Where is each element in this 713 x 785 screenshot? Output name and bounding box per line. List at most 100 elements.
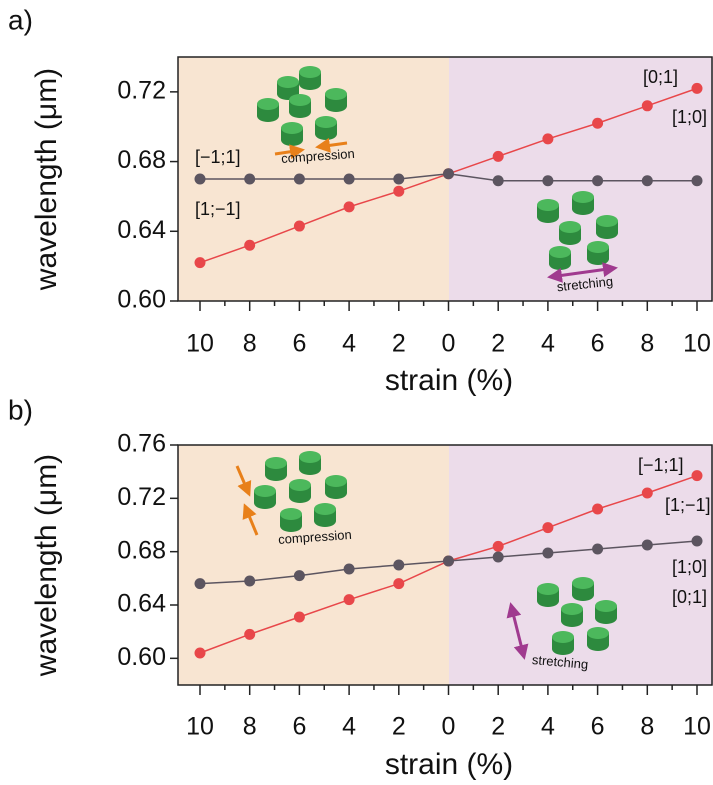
data-point (542, 547, 554, 559)
pillar-top (596, 215, 618, 227)
pillar-bottom (537, 211, 559, 223)
pillar-bottom (561, 615, 583, 627)
data-point (393, 173, 405, 185)
panel: a) wavelength (μm) strain (%) 0.60 0.64 0.68 0… (8, 4, 713, 397)
data-point (343, 201, 355, 213)
data-point (691, 535, 703, 547)
data-point (592, 543, 604, 555)
data-point (691, 470, 703, 482)
plot-frame (177, 444, 713, 686)
y-tick-label: 0.60 (117, 643, 166, 671)
data-point (244, 173, 256, 185)
pillar-bottom (587, 253, 609, 265)
strain-arrow (547, 262, 618, 283)
pillar-top (254, 485, 276, 497)
panel: b) wavelength (μm) strain (%) 0.60 0.64 0.68 0… (8, 394, 713, 781)
pillar-top (537, 199, 559, 211)
panel-label: b) (8, 394, 33, 425)
x-tick-label: 10 (186, 713, 214, 741)
data-point (641, 539, 653, 551)
compression-region (178, 445, 449, 685)
pillar-bottom (280, 520, 302, 532)
data-point (343, 173, 355, 185)
data-point (492, 551, 504, 563)
pillar-bottom (299, 463, 321, 475)
pillar-bottom (587, 639, 609, 651)
pillar-top (257, 98, 279, 110)
pillar-top (587, 627, 609, 639)
x-tick-label: 8 (243, 330, 257, 358)
x-tick-label: 4 (342, 713, 356, 741)
data-point (293, 173, 305, 185)
pillar-top (595, 600, 617, 612)
pillar-top (314, 503, 336, 515)
pillar-top (299, 66, 321, 78)
x-tick-label: 10 (683, 330, 711, 358)
x-tick-label: 4 (541, 713, 555, 741)
data-point (542, 133, 554, 145)
strain-arrow (242, 503, 259, 536)
y-tick-label: 0.68 (117, 146, 166, 174)
panel-label: a) (8, 4, 33, 35)
pillar-bottom (257, 110, 279, 122)
pillar-top (561, 603, 583, 615)
data-point (244, 575, 256, 587)
pillar-bottom (325, 487, 347, 499)
annotation: [−1;1] (195, 147, 241, 167)
data-point (343, 563, 355, 575)
x-tick-label: 6 (292, 330, 306, 358)
pillar-top (299, 451, 321, 463)
data-point (592, 117, 604, 129)
pillar-top (537, 583, 559, 595)
data-point (443, 555, 454, 567)
data-point (244, 628, 256, 640)
y-tick-label: 0.64 (117, 216, 166, 244)
pillar-top (289, 479, 311, 491)
data-point (592, 175, 604, 187)
data-point (343, 594, 355, 606)
pillar-bottom (572, 589, 594, 601)
pillar-top (549, 246, 571, 258)
x-tick-label: 2 (392, 713, 406, 741)
pillar-bottom (289, 106, 311, 118)
pillar-bottom (537, 595, 559, 607)
data-point (244, 239, 256, 251)
pillar-bottom (325, 100, 347, 112)
data-point (592, 503, 604, 515)
x-tick-label: 8 (640, 330, 654, 358)
data-point (293, 611, 305, 623)
pillar-bottom (314, 515, 336, 527)
data-point (393, 559, 405, 571)
pillar-top (325, 88, 347, 100)
x-tick-label: 6 (591, 330, 605, 358)
data-point (443, 168, 454, 180)
annotation: [1;0] (672, 107, 707, 127)
data-point (393, 578, 405, 590)
x-tick-label: 8 (640, 713, 654, 741)
x-tick-label: 6 (591, 713, 605, 741)
pillar-top (325, 475, 347, 487)
pillar-top (572, 577, 594, 589)
data-point (194, 647, 206, 659)
x-tick-label: 2 (491, 713, 505, 741)
strain-arrow (315, 137, 348, 153)
y-tick-label: 0.76 (117, 430, 166, 458)
annotation: stretching (531, 652, 588, 672)
pillar-top (289, 94, 311, 106)
x-tick-label: 2 (392, 330, 406, 358)
x-axis-label: strain (%) (385, 748, 513, 781)
data-point (194, 173, 206, 185)
pillar-bottom (289, 491, 311, 503)
x-axis-label: strain (%) (385, 364, 513, 397)
x-tick-label: 4 (541, 330, 555, 358)
data-point (492, 175, 504, 187)
x-tick-label: 0 (442, 713, 456, 741)
annotation: [1;−1] (195, 199, 241, 219)
pillar-top (552, 631, 574, 643)
pillar-bottom (281, 134, 303, 146)
y-axis-label: wavelength (μm) (30, 454, 63, 677)
data-point (293, 570, 305, 582)
annotation: stretching (556, 274, 614, 295)
data-point (641, 487, 653, 499)
